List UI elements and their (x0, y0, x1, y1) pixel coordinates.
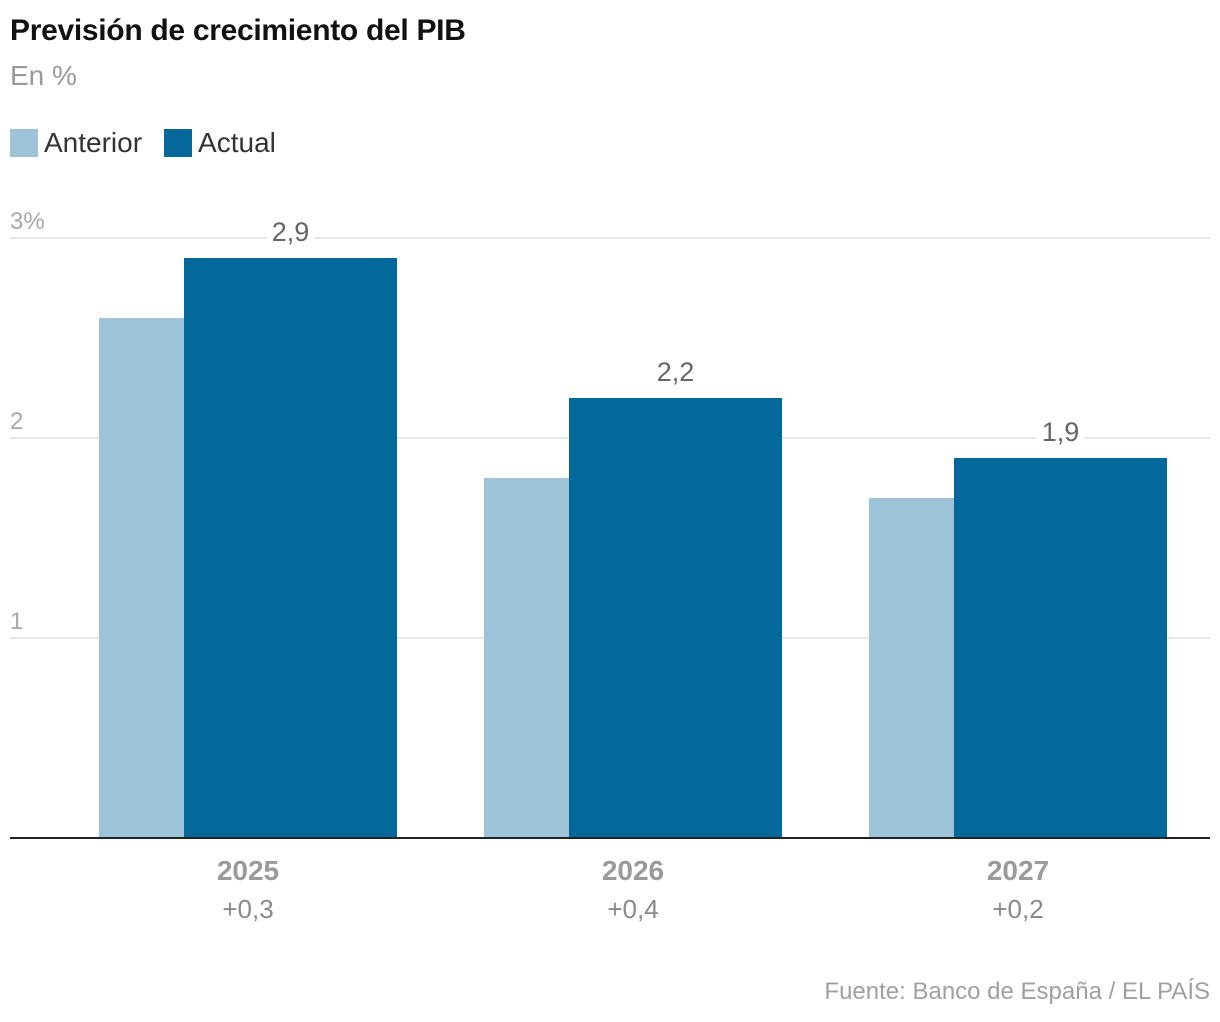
chart-title: Previsión de crecimiento del PIB (10, 14, 466, 47)
x-category-change: +0,2 (992, 894, 1043, 924)
x-category-label: 2025 (217, 855, 279, 886)
legend: Anterior Actual (10, 127, 298, 159)
legend-swatch-anterior (10, 129, 38, 157)
data-label-bg (651, 358, 700, 388)
chart-subtitle: En % (10, 60, 77, 91)
bar-actual (569, 398, 782, 838)
x-category-change: +0,4 (607, 894, 658, 924)
x-category-change: +0,3 (222, 894, 273, 924)
x-category-label: 2027 (987, 855, 1049, 886)
data-label: 2,9 (272, 217, 310, 247)
legend-label-anterior: Anterior (44, 127, 143, 158)
legend-item-anterior: Anterior (10, 127, 142, 159)
legend-swatch-actual (164, 129, 193, 157)
data-label: 2,2 (657, 357, 695, 387)
legend-label-actual: Actual (198, 127, 276, 158)
x-category-label: 2026 (602, 855, 664, 886)
data-label-bg (266, 218, 315, 248)
y-tick-label: 2 (10, 408, 23, 435)
bar-actual (954, 458, 1167, 838)
y-tick-label: 3% (10, 208, 45, 235)
data-label-bg (1036, 418, 1085, 448)
source-note: Fuente: Banco de España / EL PAÍS (824, 978, 1210, 1005)
legend-item-actual: Actual (164, 127, 276, 159)
data-label: 1,9 (1042, 417, 1080, 447)
y-tick-label: 1 (10, 608, 23, 635)
bar-actual (184, 258, 397, 838)
